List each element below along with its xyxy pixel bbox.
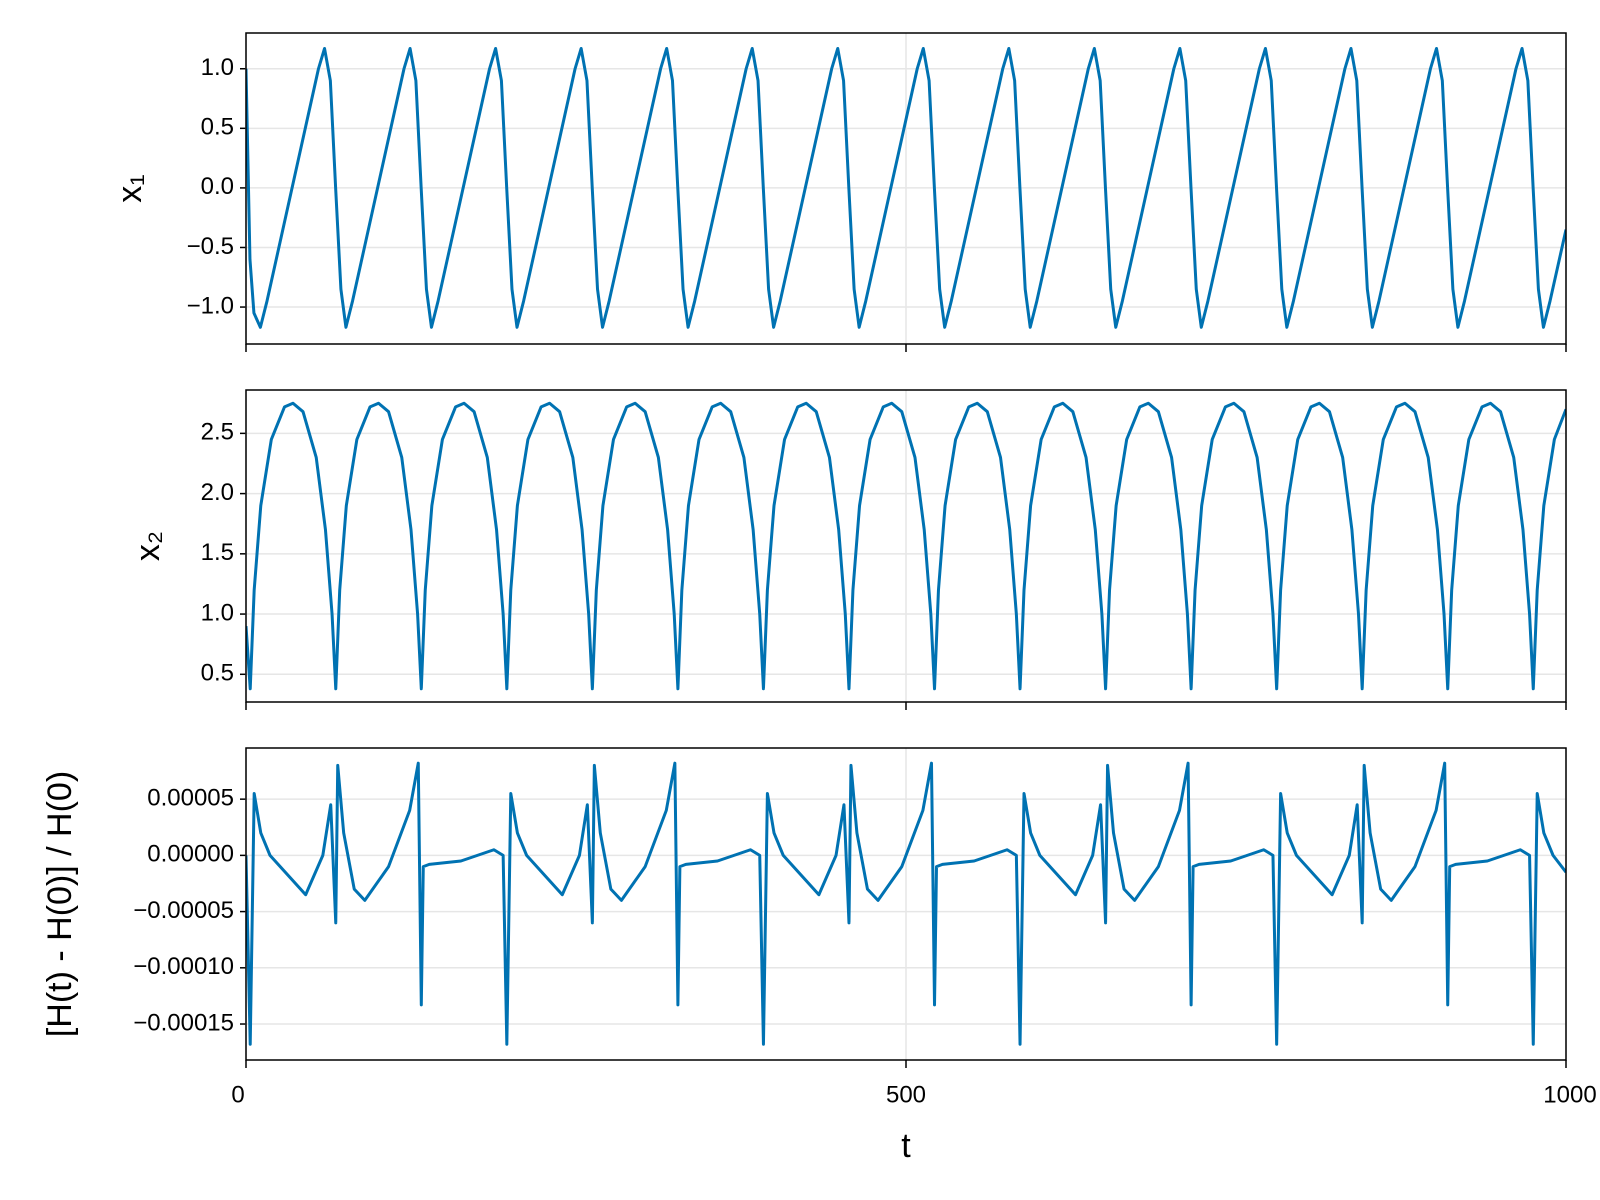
panel: 0.00005 0.00000 −0.00005 −0.00010 −0.00015 0 5… [41,747,1597,1165]
y-tick-label: −0.5 [187,233,234,260]
y-tick-label: 1.0 [201,54,234,81]
plot-area [246,761,1566,1046]
x-axis-title: t [901,1127,911,1165]
data-line [246,401,1566,691]
y-tick-label: −1.0 [187,292,234,319]
y-tick-label: −0.00015 [133,1009,234,1036]
y-axis-title: x₂ [129,531,167,561]
y-tick-label: −0.00010 [133,953,234,980]
y-tick-label: 1.0 [201,599,234,626]
y-tick-label: 1.5 [201,539,234,566]
x-tick-label: 1000 [1543,1081,1596,1108]
y-tick-label: 0.5 [201,660,234,687]
plot-area [246,46,1566,329]
plot-area [246,401,1566,691]
data-line [246,761,1566,1046]
y-axis-title: [H(t) - H(0)] / H(0) [41,771,79,1037]
x-tick-label: 0 [231,1081,244,1108]
y-tick-label: 2.5 [201,419,234,446]
panel: 1.0 0.5 0.0 −0.5 −1.0 x₁ [111,32,1567,352]
axes-frame [245,747,1567,1061]
axes-frame [245,32,1567,345]
y-tick-label: 0.00005 [147,785,234,812]
y-tick-label: 0.00000 [147,841,234,868]
data-line [246,46,1566,329]
y-tick-label: 2.0 [201,479,234,506]
x-tick-label: 500 [886,1081,926,1108]
y-axis-title: x₁ [111,174,149,202]
y-tick-label: 0.0 [201,173,234,200]
y-tick-label: −0.00005 [133,897,234,924]
axes-frame [245,389,1567,703]
y-tick-label: 0.5 [201,114,234,141]
panel: 2.5 2.0 1.5 1.0 0.5 x₂ [129,389,1567,710]
